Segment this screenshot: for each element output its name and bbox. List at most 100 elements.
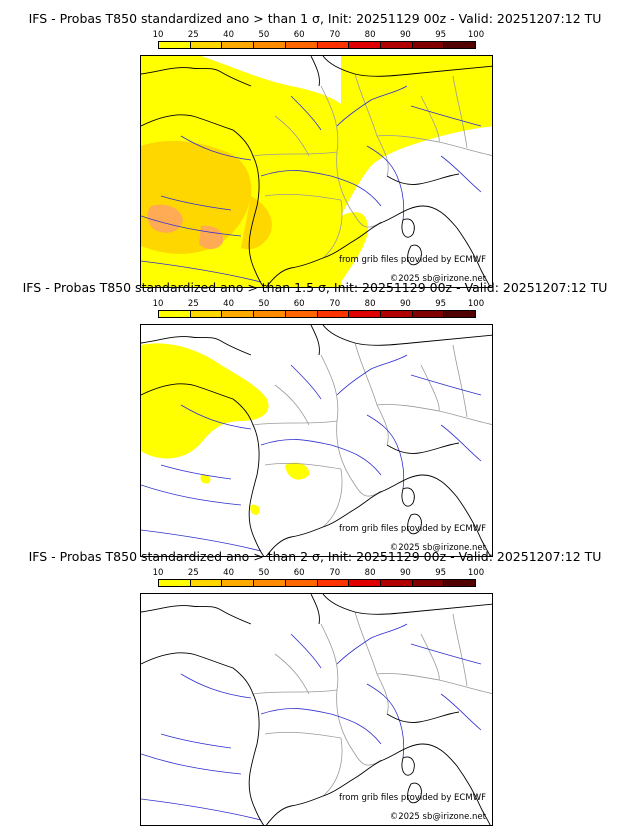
coastline xyxy=(265,759,384,825)
legend-tick: 10 xyxy=(152,30,164,40)
coastline xyxy=(407,513,422,535)
border-line xyxy=(252,151,338,157)
legend-swatch xyxy=(444,42,476,48)
legend-swatch xyxy=(380,580,413,586)
probability-area xyxy=(285,462,310,480)
legend-swatch xyxy=(190,42,223,48)
river-line xyxy=(160,733,232,749)
coastline xyxy=(401,218,415,238)
panel-2: IFS - Probas T850 standardized ano > tha… xyxy=(0,280,630,557)
coastline xyxy=(141,67,252,87)
river-line xyxy=(141,798,262,821)
coastline xyxy=(401,756,415,776)
border-line xyxy=(320,354,382,497)
coastline xyxy=(322,56,492,77)
legend-swatch xyxy=(254,42,286,48)
river-line xyxy=(366,683,405,759)
border-line xyxy=(264,193,342,201)
border-line xyxy=(252,420,338,426)
probability-map: from grib files provided by ECMWF ©2025 … xyxy=(140,55,493,288)
coastline xyxy=(141,336,252,356)
probability-area xyxy=(241,196,272,250)
river-line xyxy=(160,195,232,211)
river-line xyxy=(290,364,322,400)
coastline xyxy=(322,325,492,346)
border-line xyxy=(264,731,342,739)
river-line xyxy=(180,673,252,699)
legend-tick: 40 xyxy=(223,568,235,578)
border-line xyxy=(420,364,440,412)
probability-map: from grib files provided by ECMWF ©2025 … xyxy=(140,593,493,826)
legend-tick: 60 xyxy=(293,30,305,40)
legend-tick: 40 xyxy=(223,299,235,309)
legend-swatch xyxy=(285,580,318,586)
border-line xyxy=(264,462,342,470)
coastline xyxy=(407,782,422,804)
legend-labels: 10 25 40 50 60 70 80 90 95 100 xyxy=(153,30,485,42)
probability-area xyxy=(292,212,368,287)
legend-swatch xyxy=(190,580,223,586)
legend-tick: 100 xyxy=(467,299,485,309)
legend-swatch xyxy=(222,311,255,317)
river-line xyxy=(141,753,242,775)
probability-area xyxy=(200,474,211,484)
source-credit: from grib files provided by ECMWF xyxy=(339,255,486,265)
legend-swatch xyxy=(349,580,381,586)
legend-tick: 10 xyxy=(152,299,164,309)
source-credit: from grib files provided by ECMWF xyxy=(339,524,486,534)
legend-swatch xyxy=(412,311,445,317)
legend-swatch xyxy=(222,42,255,48)
legend-tick: 60 xyxy=(293,568,305,578)
legend-swatch xyxy=(380,311,413,317)
river-line xyxy=(160,464,232,480)
river-line xyxy=(260,708,382,745)
coastline xyxy=(382,205,491,287)
legend-tick: 25 xyxy=(187,299,199,309)
legend-tick: 90 xyxy=(399,568,411,578)
legend-swatch xyxy=(285,42,318,48)
legend-tick: 40 xyxy=(223,30,235,40)
river-line xyxy=(410,374,482,396)
coastline xyxy=(141,605,252,625)
coastline xyxy=(265,221,384,287)
coastline xyxy=(310,56,320,87)
legend-tick: 80 xyxy=(364,568,376,578)
panel-title: IFS - Probas T850 standardized ano > tha… xyxy=(28,11,602,26)
border-line xyxy=(452,344,468,418)
probability-area xyxy=(141,343,269,459)
coastline xyxy=(407,244,422,266)
river-line xyxy=(336,354,408,396)
legend-swatch xyxy=(412,580,445,586)
coastline xyxy=(386,711,460,723)
river-line xyxy=(141,529,262,552)
legend-tick: 95 xyxy=(435,568,447,578)
panel-3: IFS - Probas T850 standardized ano > tha… xyxy=(0,549,630,826)
legend-tick: 95 xyxy=(435,30,447,40)
river-line xyxy=(410,105,482,127)
river-line xyxy=(141,260,262,283)
coastline xyxy=(141,114,265,287)
river-line xyxy=(290,633,322,669)
coastline xyxy=(322,594,492,615)
river-line xyxy=(290,95,322,131)
legend-swatch xyxy=(285,311,318,317)
legend-swatch xyxy=(349,42,381,48)
copyright: ©2025 sb@irizone.net xyxy=(389,274,486,284)
coastline xyxy=(310,325,320,356)
legend-swatch xyxy=(159,580,191,586)
river-line xyxy=(180,404,252,430)
border-line xyxy=(274,115,310,157)
legend-tick: 50 xyxy=(258,299,270,309)
border-line xyxy=(320,623,382,766)
legend-swatch xyxy=(317,42,350,48)
border-line xyxy=(420,95,440,143)
coastline xyxy=(386,173,460,185)
legend-tick: 80 xyxy=(364,299,376,309)
coastline xyxy=(310,594,320,625)
legend-tick: 10 xyxy=(152,568,164,578)
legend-tick: 90 xyxy=(399,30,411,40)
border-line xyxy=(452,75,468,149)
legend-tick: 25 xyxy=(187,30,199,40)
panel-title: IFS - Probas T850 standardized ano > tha… xyxy=(28,549,602,564)
legend-tick: 70 xyxy=(329,568,341,578)
